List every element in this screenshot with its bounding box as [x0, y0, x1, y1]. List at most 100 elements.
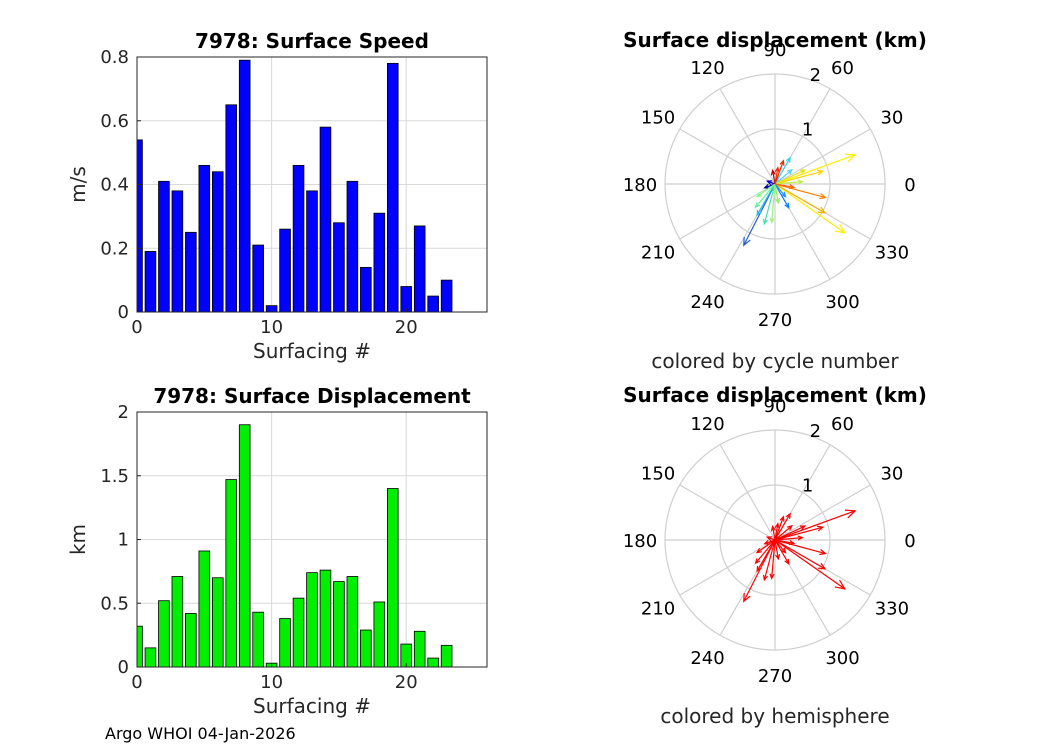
polar-angle-label: 180 — [623, 531, 657, 552]
arrow-head — [743, 236, 751, 247]
polar-angle-label: 30 — [880, 108, 903, 129]
bar — [440, 644, 453, 667]
arrow-shaft — [756, 539, 776, 554]
polar-angle-label: 60 — [831, 58, 854, 79]
arrow-head — [788, 184, 796, 190]
arrow-shaft — [774, 183, 790, 209]
bar — [319, 126, 332, 312]
arrow-head — [780, 191, 787, 198]
bar — [225, 104, 238, 312]
bar — [171, 576, 184, 667]
y-tick-label: 0.4 — [100, 175, 129, 196]
polar-angle-label: 300 — [825, 648, 859, 669]
arrow-head — [819, 549, 827, 556]
arrow-shaft — [774, 170, 823, 185]
x-tick-label: 10 — [260, 672, 283, 693]
arrow-shaft — [774, 157, 791, 185]
displacement-arrow — [774, 525, 825, 541]
polar-angle-label: 210 — [641, 243, 675, 264]
displacement-arrow — [774, 512, 791, 541]
arrow-head — [797, 535, 804, 541]
arrow-shaft — [763, 183, 776, 224]
arrow-shaft — [772, 170, 776, 185]
arrow-head — [754, 202, 761, 209]
y-tick-label: 0 — [118, 302, 129, 323]
arrow-shaft — [774, 183, 787, 198]
arrow-head — [818, 206, 827, 214]
displacement-arrow — [770, 169, 776, 185]
bar — [373, 212, 386, 312]
arrow-shaft — [774, 169, 806, 185]
arrow-shaft — [774, 539, 787, 554]
bar — [427, 657, 439, 667]
arrow-head — [788, 540, 796, 546]
arrow-shaft — [774, 183, 826, 199]
arrow-shaft — [774, 169, 793, 185]
polar-angle-label: 210 — [641, 599, 675, 620]
bar — [171, 190, 184, 312]
arrow-head — [775, 553, 781, 561]
displacement-arrow — [774, 183, 847, 234]
polar-angle-label: 120 — [690, 414, 724, 435]
bar — [386, 488, 399, 667]
polar-cycle-chart: 0 30 60 90 120 150 180 210 240 270 300 330 1 2 Surface… — [623, 28, 927, 373]
arrow-head — [834, 223, 847, 234]
bar — [225, 479, 238, 667]
y-tick-label: 0.2 — [100, 238, 129, 259]
displacement-arrow — [755, 539, 776, 554]
bar — [279, 228, 291, 312]
arrow-head — [797, 179, 804, 185]
polar-angle-label: 270 — [758, 310, 792, 331]
bars — [137, 424, 453, 667]
bar — [144, 647, 157, 667]
x-axis-label: Surfacing # — [253, 694, 371, 718]
bar — [413, 630, 426, 667]
displacement-arrow — [756, 539, 776, 573]
polar-angle-label: 90 — [764, 396, 787, 417]
polar-spoke — [679, 484, 776, 541]
arrow-head — [819, 193, 827, 200]
bar — [360, 629, 372, 667]
x-tick-label: 10 — [260, 317, 283, 338]
chart-title: 7978: Surface Speed — [195, 29, 429, 53]
polar-angle-label: 180 — [623, 175, 657, 196]
bar — [306, 190, 318, 312]
arrow-shaft — [772, 526, 776, 541]
arrow-shaft — [755, 183, 776, 208]
displacement-arrow — [774, 156, 791, 185]
displacement-arrow — [774, 539, 796, 546]
arrow-shaft — [774, 181, 803, 185]
displacement-arrow — [774, 183, 790, 210]
arrow-head — [834, 579, 847, 590]
arrow-shaft — [774, 183, 779, 204]
bar — [158, 180, 170, 312]
speed-bar-chart: 0 10 20 0 0.2 0.4 0.6 0.8 7978: Surface Speed Sur… — [66, 29, 488, 363]
arrow-head — [784, 558, 790, 566]
polar-angle-label: 0 — [904, 175, 915, 196]
arrow-shaft — [774, 183, 846, 234]
arrow-shaft — [763, 539, 776, 580]
polar-angle-label: 120 — [690, 58, 724, 79]
polar-angle-label: 240 — [690, 648, 724, 669]
displacement-arrow — [769, 183, 776, 224]
arrow-shaft — [756, 539, 776, 572]
arrow-head — [770, 169, 776, 176]
polar-angle-label: 150 — [641, 464, 675, 485]
y-tick-label: 1 — [118, 530, 129, 551]
bar — [158, 600, 170, 667]
arrow-head — [765, 180, 773, 186]
arrow-head — [743, 592, 751, 603]
bar — [386, 62, 399, 312]
polar-angle-label: 300 — [825, 292, 859, 313]
arrow-head — [756, 565, 762, 573]
x-axis-label: Surfacing # — [253, 339, 371, 363]
arrow-shaft — [774, 183, 826, 214]
arrow-shaft — [774, 539, 826, 555]
arrow-head — [755, 548, 763, 554]
x-tick-label: 20 — [395, 317, 418, 338]
arrow-head — [785, 156, 791, 163]
arrow-head — [763, 539, 770, 545]
displacement-arrow — [774, 179, 804, 185]
arrow-shaft — [771, 183, 776, 223]
